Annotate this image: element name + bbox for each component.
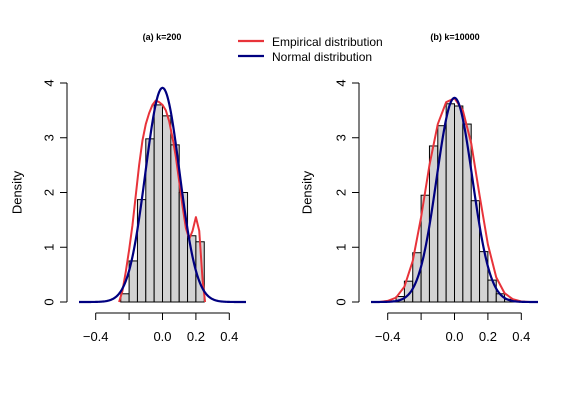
y-tick-label: 1 <box>334 244 349 251</box>
panel-title: (a) k=200 <box>143 32 182 42</box>
panel-title: (b) k=10000 <box>430 32 479 42</box>
histogram-bar-9 <box>462 123 472 303</box>
x-tick-label: 0.0 <box>445 329 463 344</box>
y-tick-label: 1 <box>42 244 57 251</box>
legend-empirical-label: Empirical distribution <box>272 35 383 49</box>
x-tick-label: 0.4 <box>220 329 238 344</box>
x-tick-label: 0.2 <box>187 329 205 344</box>
empirical-density-curve <box>118 99 207 303</box>
y-axis-label: Density <box>300 170 315 214</box>
y-tick-label: 0 <box>42 298 57 305</box>
y-tick-label: 3 <box>334 134 349 141</box>
histogram-bar-4 <box>153 104 163 303</box>
x-tick-label: −0.4 <box>375 329 401 344</box>
legend-normal-label: Normal distribution <box>272 50 372 64</box>
x-tick-label: 0.0 <box>153 329 171 344</box>
y-tick-label: 2 <box>42 189 57 196</box>
panel-k10000: (b) k=10000 Density −0.4 0.0 0.2 0.4 0 1 2 3 4 <box>300 32 539 344</box>
normal-density-curve <box>370 96 539 304</box>
panel-k200: (a) k=200 Density −0.4 0.0 0.2 0.4 0 1 2 3 4 <box>10 32 247 344</box>
normal-density-curve <box>78 86 247 304</box>
histogram-bar-12 <box>487 279 497 303</box>
y-tick-label: 2 <box>334 189 349 196</box>
x-tick-label: 0.2 <box>479 329 497 344</box>
y-tick-label: 4 <box>334 79 349 86</box>
histogram-bar-6 <box>437 125 447 303</box>
x-tick-label: 0.4 <box>512 329 530 344</box>
histogram-bar-5 <box>162 115 172 303</box>
y-axis-label: Density <box>10 170 25 214</box>
histogram-bar-7 <box>445 103 455 303</box>
histogram-bar-8 <box>454 105 464 303</box>
x-tick-label: −0.4 <box>83 329 109 344</box>
y-tick-label: 3 <box>42 134 57 141</box>
y-tick-label: 4 <box>42 79 57 86</box>
y-tick-label: 0 <box>334 298 349 305</box>
legend: Empirical distribution Normal distributi… <box>238 35 383 64</box>
